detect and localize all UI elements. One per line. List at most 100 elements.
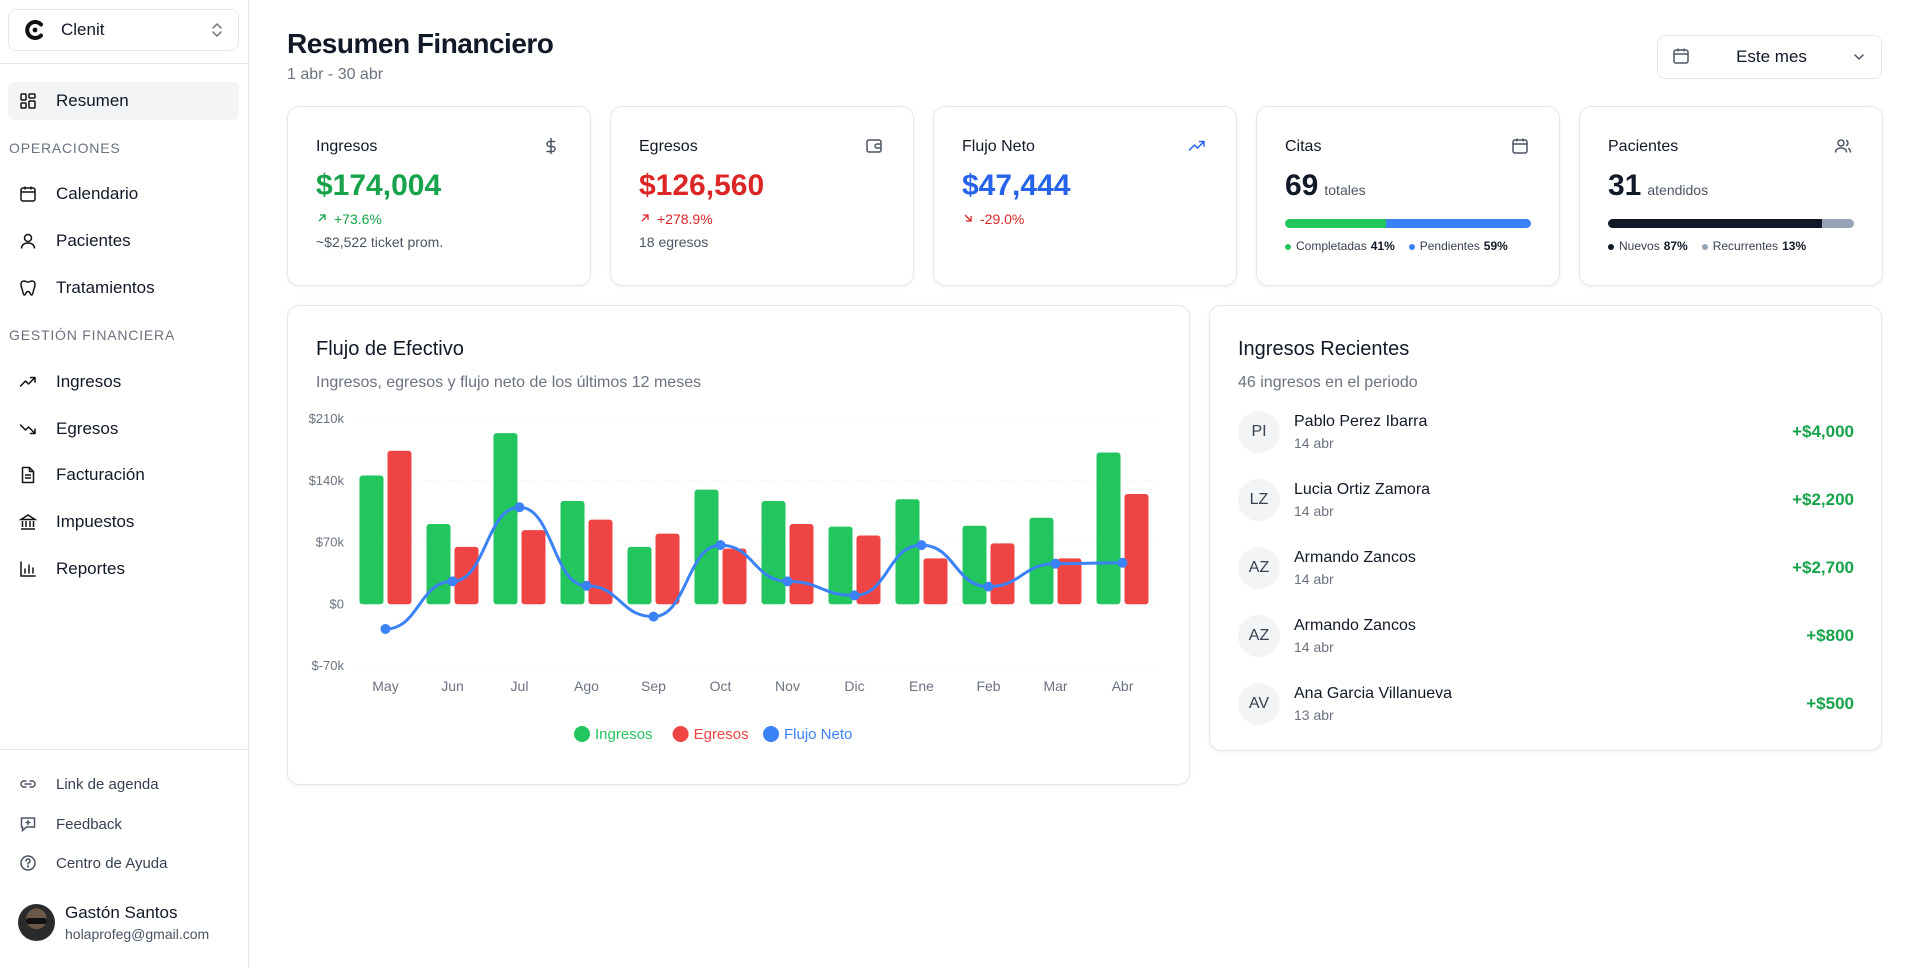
kpi-change: +73.6% — [316, 211, 382, 227]
point-flujo-neto — [514, 502, 525, 513]
kpi-value: 69 totales — [1285, 169, 1366, 203]
x-tick-label: Mar — [1043, 678, 1067, 694]
avatar — [18, 904, 55, 941]
payment-amount: +$2,700 — [1792, 558, 1854, 577]
clenit-logo-icon — [23, 18, 47, 42]
bar-egresos — [387, 450, 412, 605]
bar-ingresos — [1029, 517, 1054, 605]
recent-income-card: Ingresos Recientes 46 ingresos en el per… — [1209, 305, 1882, 751]
org-switcher[interactable]: Clenit — [8, 9, 239, 51]
bar-ingresos — [761, 501, 786, 605]
user-menu[interactable]: Gastón Santos holaprofeg@gmail.com — [18, 903, 209, 942]
kpi-change-value: +278.9% — [657, 211, 713, 227]
pacientes-progress-bar — [1608, 219, 1854, 228]
avatar-initials: AZ — [1238, 615, 1280, 657]
sidebar-item-ingresos[interactable]: Ingresos — [8, 363, 239, 401]
feedback-link[interactable]: Feedback — [8, 808, 239, 840]
cashflow-chart: $210k $140k $70k $0 $-70k May Jun Jul Ago Sep Oct N… — [309, 411, 1156, 743]
avatar-initials: PI — [1238, 411, 1280, 453]
date-range: 1 abr - 30 abr — [287, 66, 384, 83]
legend-nuevos: Nuevos 87% — [1608, 239, 1688, 253]
payment-date: 14 abr — [1294, 571, 1334, 587]
sidebar-item-label: Egresos — [56, 419, 119, 438]
kpi-title: Egresos — [639, 138, 698, 155]
kpi-pacientes: Pacientes 31 atendidos Nuevos 87% Recurren… — [1579, 106, 1883, 286]
help-icon — [18, 853, 38, 873]
user-name: Gastón Santos — [65, 903, 178, 922]
dashboard-icon — [18, 91, 38, 111]
payment-date: 14 abr — [1294, 503, 1334, 519]
kpi-title: Ingresos — [316, 138, 378, 155]
progress-recurrentes — [1822, 219, 1854, 228]
calendar-icon — [18, 184, 38, 204]
payer-name: Armando Zancos — [1294, 549, 1416, 566]
list-item[interactable]: PI Pablo Perez Ibarra 14 abr +$4,000 — [1238, 408, 1854, 456]
sidebar-item-label: Reportes — [56, 559, 125, 578]
payment-amount: +$2,200 — [1792, 490, 1854, 509]
trend-down-icon — [18, 419, 38, 439]
help-center-link[interactable]: Centro de Ayuda — [8, 847, 239, 879]
sidebar-item-facturacion[interactable]: Facturación — [8, 456, 239, 494]
kpi-unit: atendidos — [1647, 182, 1709, 198]
util-label: Link de agenda — [56, 775, 159, 793]
y-tick-label: $0 — [330, 596, 344, 611]
bar-ingresos — [359, 475, 384, 605]
list-item[interactable]: AV Ana Garcia Villanueva 13 abr +$500 — [1238, 680, 1854, 728]
point-flujo-neto — [916, 540, 927, 551]
sidebar-item-pacientes[interactable]: Pacientes — [8, 222, 239, 260]
link-icon — [18, 774, 38, 794]
sidebar-item-tratamientos[interactable]: Tratamientos — [8, 269, 239, 307]
list-item[interactable]: LZ Lucia Ortiz Zamora 14 abr +$2,200 — [1238, 476, 1854, 524]
kpi-title: Citas — [1285, 138, 1322, 155]
progress-completadas — [1285, 219, 1386, 228]
sidebar-item-impuestos[interactable]: Impuestos — [8, 503, 239, 541]
y-tick-label: $-70k — [311, 658, 344, 673]
section-title-operaciones: OPERACIONES — [9, 140, 121, 156]
kpi-change: -29.0% — [962, 211, 1024, 227]
progress-pendientes — [1385, 219, 1531, 228]
util-label: Centro de Ayuda — [56, 854, 168, 872]
sidebar-item-label: Impuestos — [56, 512, 135, 531]
section-title-finanzas: GESTIÓN FINANCIERA — [9, 327, 176, 343]
sidebar-item-egresos[interactable]: Egresos — [8, 410, 239, 448]
bar-egresos — [990, 543, 1015, 605]
legend-pendientes: Pendientes 59% — [1408, 239, 1508, 253]
list-item[interactable]: AZ Armando Zancos 14 abr +$2,700 — [1238, 544, 1854, 592]
legend-label: Flujo Neto — [784, 726, 852, 743]
kpi-value: 31 atendidos — [1608, 169, 1708, 203]
sidebar-item-label: Resumen — [56, 91, 129, 110]
card-title: Ingresos Recientes — [1238, 338, 1410, 360]
bar-egresos — [588, 519, 613, 605]
sidebar-item-resumen[interactable]: Resumen — [8, 82, 239, 120]
legend-completadas: Completadas 41% — [1285, 239, 1395, 253]
sidebar-item-calendario[interactable]: Calendario — [8, 175, 239, 213]
y-tick-label: $70k — [316, 535, 345, 550]
x-tick-label: Ene — [909, 678, 934, 694]
x-tick-label: May — [372, 678, 398, 694]
bar-egresos — [722, 548, 747, 605]
bar-egresos — [521, 530, 546, 605]
period-select[interactable]: Este mes — [1657, 35, 1882, 79]
list-item[interactable]: AZ Armando Zancos 14 abr +$800 — [1238, 612, 1854, 660]
wallet-icon — [865, 137, 885, 157]
bar-egresos — [923, 558, 948, 605]
kpi-title: Pacientes — [1608, 138, 1679, 155]
bar-egresos — [655, 533, 680, 605]
kpi-egresos: Egresos $126,560 +278.9% 18 egresos — [610, 106, 914, 286]
point-flujo-neto — [1050, 558, 1061, 569]
sidebar-divider — [0, 63, 249, 64]
payer-name: Lucia Ortiz Zamora — [1294, 481, 1431, 498]
link-agenda[interactable]: Link de agenda — [8, 768, 239, 800]
sidebar-divider — [0, 749, 249, 750]
page-title: Resumen Financiero — [287, 28, 554, 59]
sidebar-item-reportes[interactable]: Reportes — [8, 550, 239, 588]
payment-date: 13 abr — [1294, 707, 1334, 723]
x-tick-label: Jul — [511, 678, 529, 694]
progress-nuevos — [1608, 219, 1823, 228]
bar-ingresos — [1096, 452, 1121, 605]
util-label: Feedback — [56, 815, 122, 833]
x-tick-label: Oct — [710, 678, 732, 694]
point-flujo-neto — [849, 590, 860, 601]
sidebar: Clenit Resumen OPERACIONES Calendario Pa… — [0, 0, 249, 968]
trend-up-icon — [1188, 137, 1208, 157]
